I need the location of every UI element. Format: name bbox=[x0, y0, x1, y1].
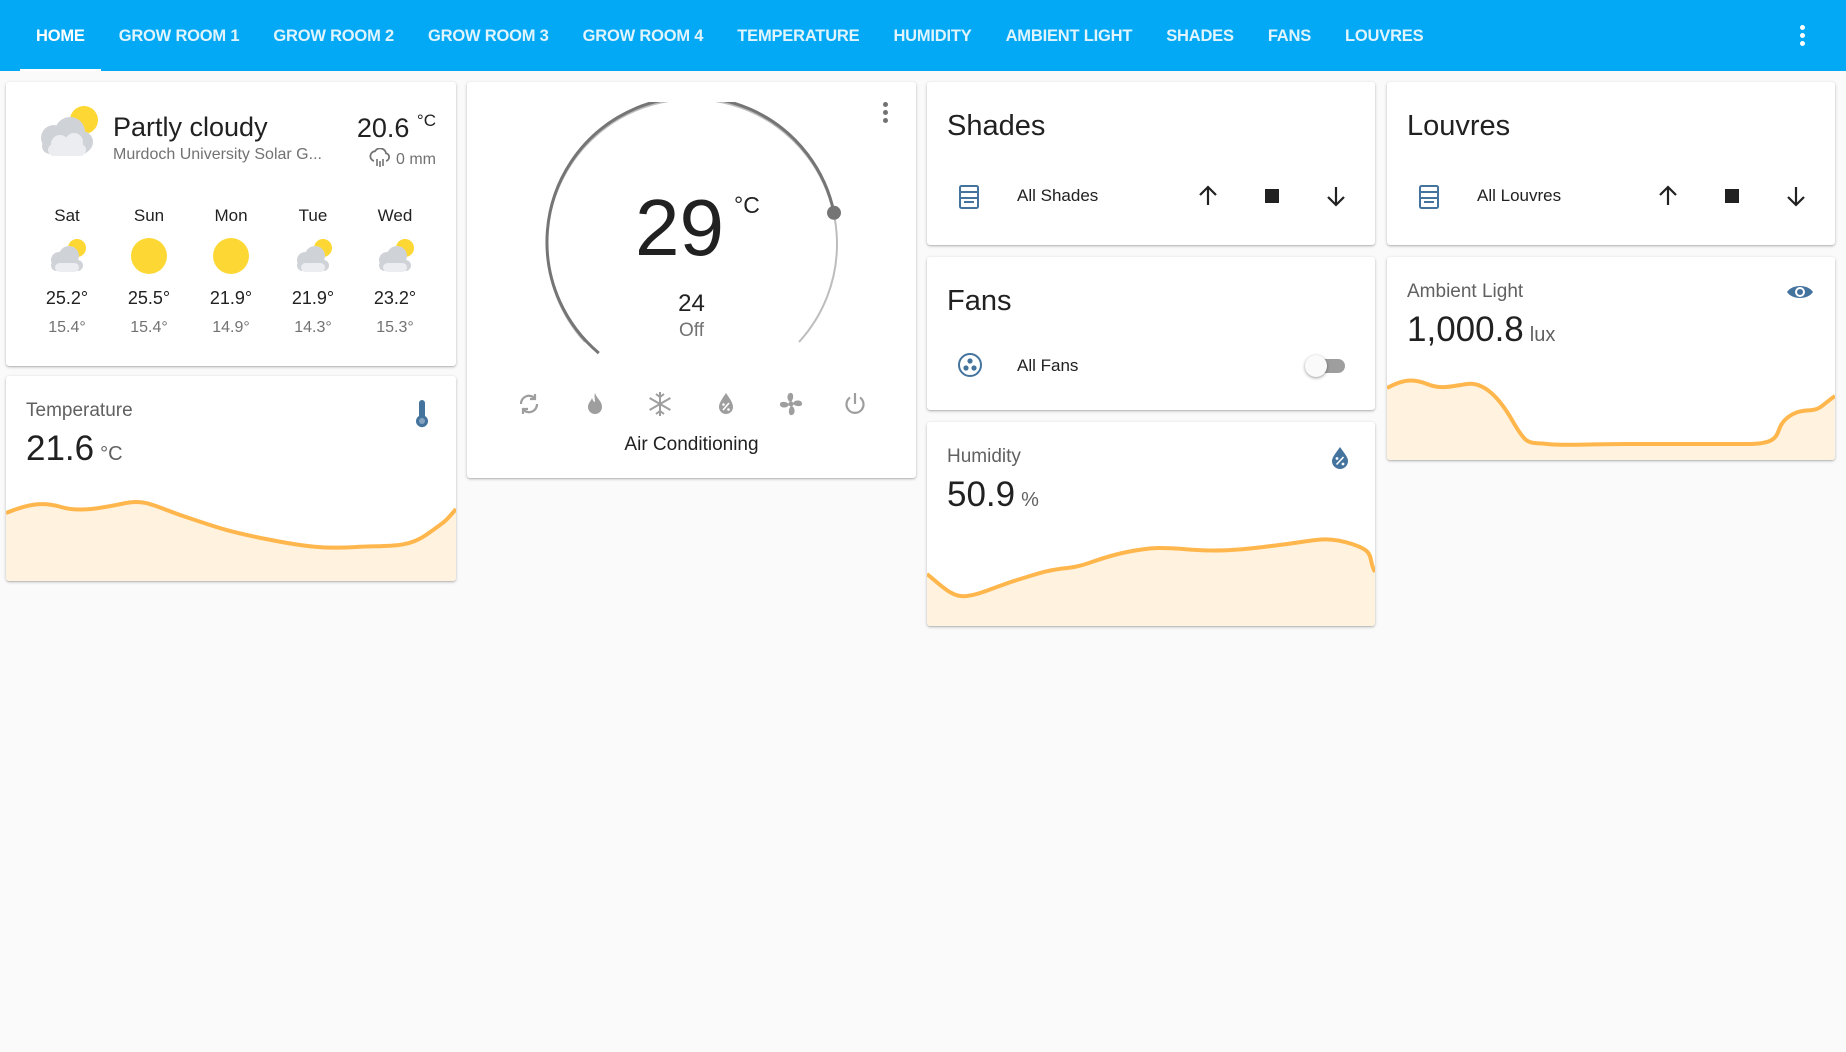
entity-name[interactable]: All Shades bbox=[1017, 186, 1099, 205]
tab-grow-room-3[interactable]: GROW ROOM 3 bbox=[427, 27, 549, 45]
tab-grow-room-2[interactable]: GROW ROOM 2 bbox=[273, 27, 394, 45]
close-cover-button[interactable] bbox=[1783, 183, 1809, 209]
partly-cloudy-icon bbox=[51, 239, 86, 272]
partly-cloudy-icon bbox=[297, 239, 332, 272]
shades-card: Shades All Shades bbox=[927, 82, 1375, 245]
water-percent-icon bbox=[1332, 447, 1348, 469]
tab-fans[interactable]: FANS bbox=[1267, 27, 1312, 45]
tab-home[interactable]: HOME bbox=[20, 0, 101, 71]
more-info-icon[interactable] bbox=[883, 102, 888, 123]
sensor-name: Humidity bbox=[947, 446, 1021, 467]
humidity-graph bbox=[927, 537, 1375, 626]
tab-temperature[interactable]: TEMPERATURE bbox=[737, 27, 860, 45]
thermostat-current: 24 bbox=[678, 290, 705, 317]
thermostat-unit: °C bbox=[734, 192, 760, 218]
forecast-day: Tue 21.9° 14.3° bbox=[291, 206, 335, 336]
close-cover-button[interactable] bbox=[1323, 183, 1349, 209]
forecast-day: Sun 25.5° 15.4° bbox=[127, 206, 171, 336]
open-cover-button[interactable] bbox=[1655, 183, 1681, 209]
open-cover-button[interactable] bbox=[1195, 183, 1221, 209]
card-title: Shades bbox=[947, 110, 1046, 142]
sunny-icon bbox=[131, 238, 167, 274]
weather-location: Murdoch University Solar G... bbox=[113, 146, 322, 163]
tab-grow-room-4[interactable]: GROW ROOM 4 bbox=[582, 27, 704, 45]
fan-icon bbox=[958, 353, 982, 377]
tab-louvres[interactable]: LOUVRES bbox=[1345, 27, 1424, 45]
louvres-card: Louvres All Louvres bbox=[1387, 82, 1835, 245]
thermostat-name: Air Conditioning bbox=[624, 434, 759, 455]
entity-name[interactable]: All Louvres bbox=[1477, 186, 1562, 205]
forecast-day: Mon 21.9° 14.9° bbox=[209, 206, 253, 336]
card-title: Fans bbox=[947, 285, 1012, 317]
thermostat-dial[interactable] bbox=[537, 102, 847, 382]
entity-name[interactable]: All Fans bbox=[1017, 356, 1079, 375]
tab-shades[interactable]: SHADES bbox=[1166, 27, 1234, 45]
forecast-day: Sat 25.2° 15.4° bbox=[45, 206, 89, 336]
tab-grow-room-1[interactable]: GROW ROOM 1 bbox=[118, 27, 240, 45]
stop-cover-button[interactable] bbox=[1719, 183, 1745, 209]
tab-humidity[interactable]: HUMIDITY bbox=[893, 27, 972, 45]
weather-precipitation: 0 mm bbox=[368, 147, 436, 169]
partly-cloudy-icon bbox=[41, 106, 98, 156]
window-shade-icon bbox=[959, 185, 979, 209]
weather-condition: Partly cloudy bbox=[113, 112, 268, 142]
window-shade-icon bbox=[1419, 185, 1439, 209]
forecast-day: Wed 23.2° 15.3° bbox=[373, 206, 417, 336]
app-header: HOME GROW ROOM 1 GROW ROOM 2 GROW ROOM 3… bbox=[0, 0, 1846, 71]
cloud-rain-icon bbox=[369, 147, 390, 167]
thermostat-state: Off bbox=[679, 320, 704, 341]
thermometer-icon bbox=[416, 400, 428, 428]
thermostat-target: 29 bbox=[635, 183, 724, 272]
sensor-name: Temperature bbox=[26, 400, 133, 421]
humidity-sensor-card[interactable]: Humidity 50.9% bbox=[927, 422, 1375, 626]
sensor-value: 50.9% bbox=[947, 475, 1039, 514]
cool-mode-icon[interactable] bbox=[646, 390, 674, 418]
sensor-value: 21.6 °C bbox=[26, 429, 123, 468]
thermostat-card[interactable]: 29 °C 24 Off Air Conditioning bbox=[467, 82, 916, 478]
power-icon[interactable] bbox=[841, 390, 869, 418]
heat-mode-icon[interactable] bbox=[581, 390, 609, 418]
stop-cover-button[interactable] bbox=[1259, 183, 1285, 209]
dry-mode-icon[interactable] bbox=[712, 390, 740, 418]
weather-temperature: 20.6 °C bbox=[356, 111, 436, 143]
sensor-name: Ambient Light bbox=[1407, 281, 1524, 302]
fan-mode-icon[interactable] bbox=[777, 390, 805, 418]
sensor-value: 1,000.8 lux bbox=[1407, 310, 1556, 349]
overflow-menu-icon[interactable] bbox=[1800, 25, 1806, 47]
fan-toggle[interactable] bbox=[1305, 354, 1345, 378]
temperature-sensor-card[interactable]: Temperature 21.6 °C bbox=[6, 376, 456, 581]
temperature-graph bbox=[6, 500, 456, 581]
view-tabs: HOME GROW ROOM 1 GROW ROOM 2 GROW ROOM 3… bbox=[20, 0, 1441, 71]
fans-card: Fans All Fans bbox=[927, 257, 1375, 410]
sunny-icon bbox=[213, 238, 249, 274]
auto-mode-icon[interactable] bbox=[515, 390, 543, 418]
eye-icon bbox=[1787, 286, 1813, 298]
ambient-light-graph bbox=[1387, 378, 1835, 460]
partly-cloudy-icon bbox=[379, 239, 414, 272]
weather-card[interactable]: Partly cloudy Murdoch University Solar G… bbox=[6, 82, 456, 366]
tab-ambient-light[interactable]: AMBIENT LIGHT bbox=[1005, 27, 1133, 45]
card-title: Louvres bbox=[1407, 110, 1511, 142]
ambient-light-card[interactable]: Ambient Light 1,000.8 lux bbox=[1387, 257, 1835, 460]
